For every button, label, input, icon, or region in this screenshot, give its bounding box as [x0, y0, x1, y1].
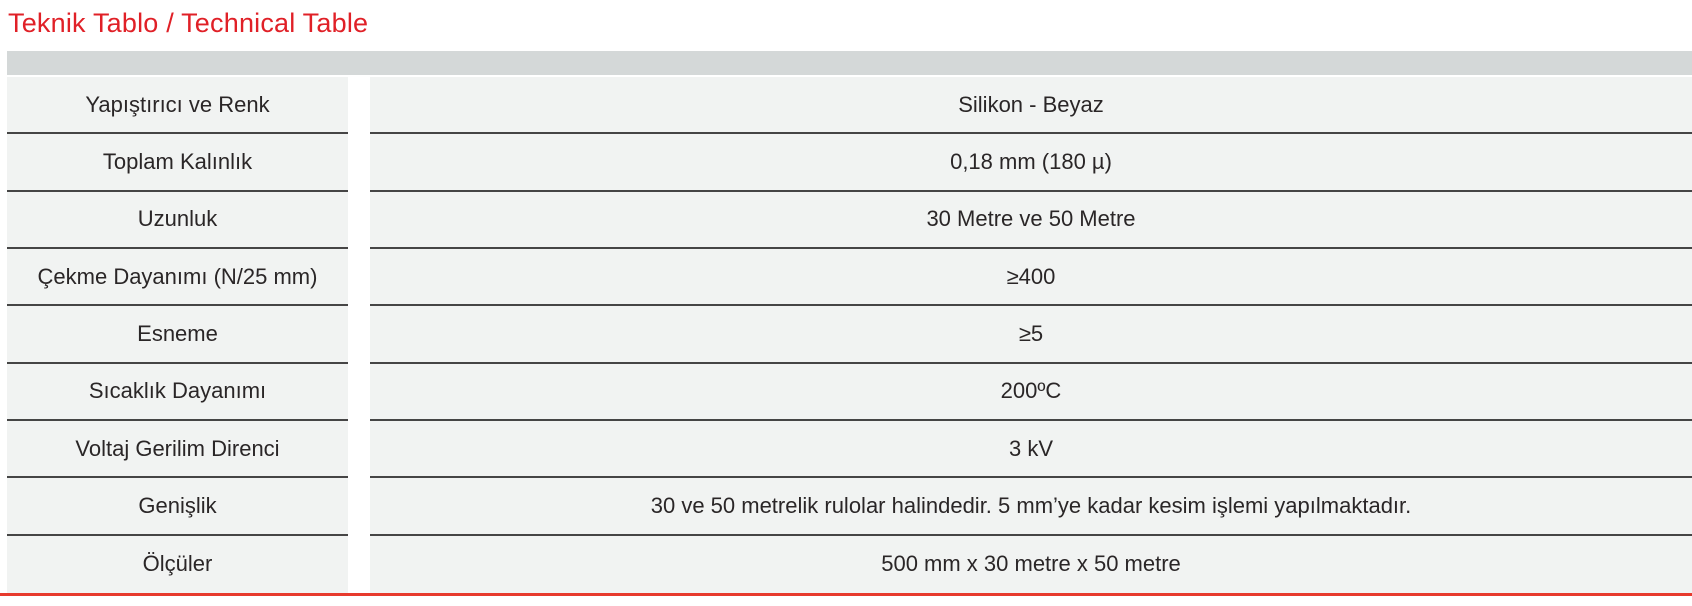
column-gap [348, 77, 370, 135]
row-value: 200ºC [370, 363, 1692, 421]
row-label: Esneme [7, 306, 348, 364]
table-row: Çekme Dayanımı (N/25 mm) ≥400 [0, 248, 1692, 307]
row-value: 0,18 mm (180 µ) [370, 134, 1692, 192]
row-label: Çekme Dayanımı (N/25 mm) [7, 248, 348, 307]
row-label: Ölçüler [7, 535, 348, 593]
column-gap [348, 134, 370, 192]
row-value: 3 kV [370, 420, 1692, 479]
column-gap [348, 306, 370, 364]
column-gap [348, 478, 370, 536]
column-gap [348, 248, 370, 307]
table-row: Toplam Kalınlık 0,18 mm (180 µ) [0, 134, 1692, 192]
technical-table: Yapıştırıcı ve Renk Silikon - Beyaz Topl… [0, 77, 1692, 593]
row-label: Genişlik [7, 478, 348, 536]
column-gap [348, 191, 370, 249]
table-header-bar [7, 51, 1692, 75]
column-gap [348, 420, 370, 479]
table-row: Ölçüler 500 mm x 30 metre x 50 metre [0, 535, 1692, 593]
table-row: Uzunluk 30 Metre ve 50 Metre [0, 191, 1692, 249]
row-label: Voltaj Gerilim Direnci [7, 420, 348, 479]
row-label: Yapıştırıcı ve Renk [7, 77, 348, 135]
row-value: ≥5 [370, 306, 1692, 364]
table-row: Esneme ≥5 [0, 306, 1692, 364]
row-value: 500 mm x 30 metre x 50 metre [370, 535, 1692, 593]
row-value: 30 Metre ve 50 Metre [370, 191, 1692, 249]
column-gap [348, 363, 370, 421]
column-gap [348, 535, 370, 593]
table-row: Genişlik 30 ve 50 metrelik rulolar halin… [0, 478, 1692, 536]
row-value: 30 ve 50 metrelik rulolar halindedir. 5 … [370, 478, 1692, 536]
row-value: ≥400 [370, 248, 1692, 307]
table-row: Voltaj Gerilim Direnci 3 kV [0, 420, 1692, 479]
table-row: Yapıştırıcı ve Renk Silikon - Beyaz [0, 77, 1692, 135]
row-label: Sıcaklık Dayanımı [7, 363, 348, 421]
row-label: Toplam Kalınlık [7, 134, 348, 192]
row-label: Uzunluk [7, 191, 348, 249]
table-row: Sıcaklık Dayanımı 200ºC [0, 363, 1692, 421]
page-title: Teknik Tablo / Technical Table [8, 8, 369, 38]
row-value: Silikon - Beyaz [370, 77, 1692, 135]
bottom-accent-rule [0, 593, 1692, 596]
